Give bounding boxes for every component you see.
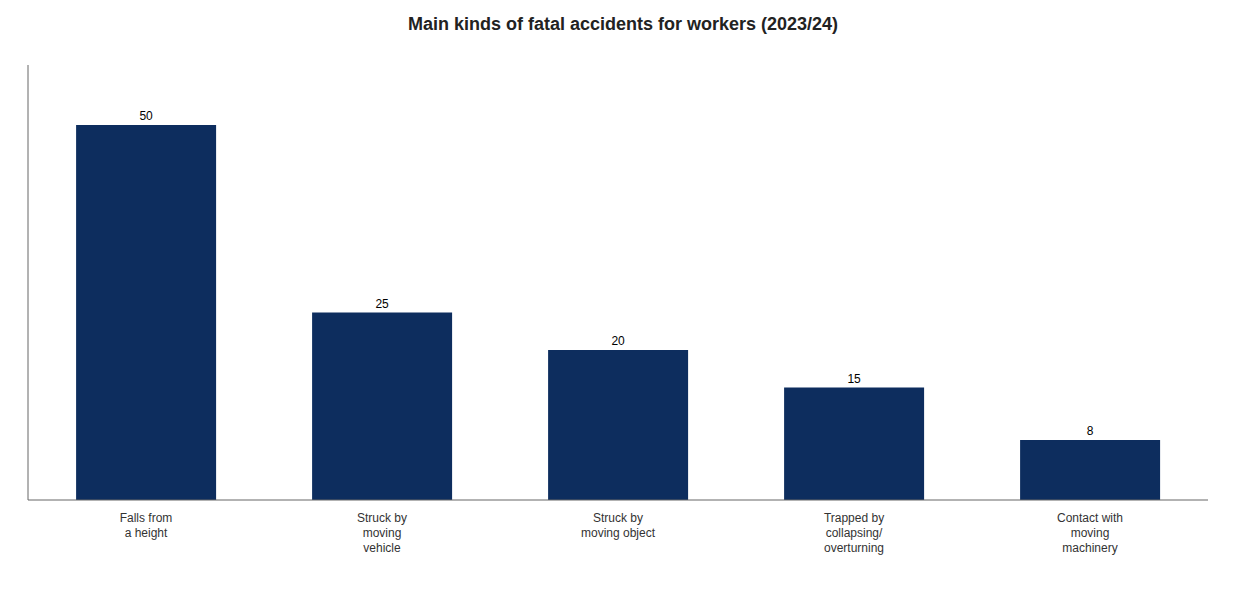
svg-text:15: 15 — [847, 372, 861, 386]
svg-text:8: 8 — [1087, 424, 1094, 438]
svg-text:Falls froma height: Falls froma height — [120, 511, 173, 540]
svg-text:Struck bymovingvehicle: Struck bymovingvehicle — [357, 511, 407, 555]
svg-text:Contact withmovingmachinery: Contact withmovingmachinery — [1057, 511, 1123, 555]
svg-text:20: 20 — [611, 334, 625, 348]
svg-text:50: 50 — [139, 109, 153, 123]
html-text:Main kinds of fatal accidents: Main kinds of fatal accidents for worker… — [407, 14, 839, 34]
svg-text:25: 25 — [375, 297, 389, 311]
svg-text:Struck bymoving object: Struck bymoving object — [581, 511, 656, 540]
svg-text:Trapped bycollapsing/overturni: Trapped bycollapsing/overturning — [824, 511, 884, 555]
